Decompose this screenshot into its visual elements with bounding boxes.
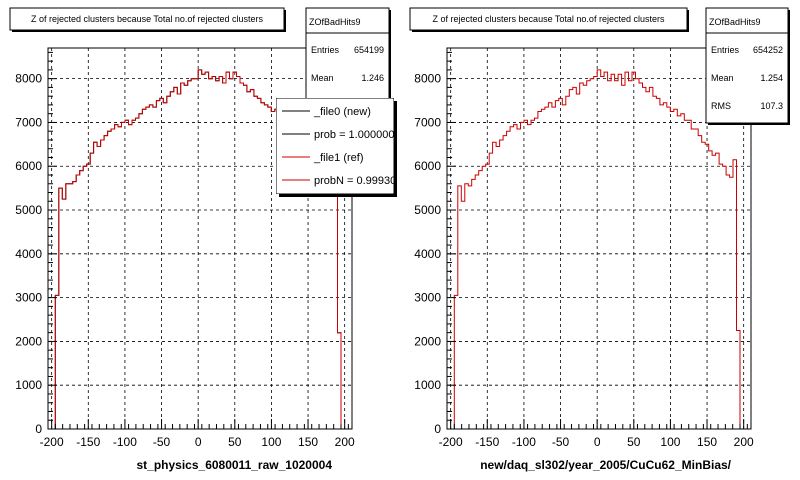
y-tick-label-0: 0 — [35, 422, 42, 436]
x-tick-label-1: -150 — [475, 435, 499, 449]
y-tick-label-7: 7000 — [15, 115, 42, 129]
x-axis-label: new/daq_sl302/year_2005/CuCu62_MinBias/ — [480, 458, 731, 472]
right-histogram-panel: -200 -150 -100 -50 0 50 100 150 2000100020003000… — [409, 7, 790, 472]
title-box — [9, 7, 285, 31]
y-tick-label-1: 1000 — [15, 378, 42, 392]
x-tick-label-7: 150 — [298, 435, 318, 449]
plot-frame — [446, 47, 752, 430]
y-tick-label-6: 6000 — [15, 159, 42, 173]
x-tick-label-6: 100 — [261, 435, 281, 449]
x-tick-label-4: 0 — [594, 435, 601, 449]
y-tick-label-4: 4000 — [414, 247, 441, 261]
legend-label-0: _file0 (new) — [313, 106, 371, 118]
legend-clip: _file0 (new) prob = 1.000000 _file1 (ref) p… — [276, 98, 402, 194]
y-tick-label-8: 8000 — [414, 72, 441, 86]
y-tick-label-6: 6000 — [414, 159, 441, 173]
stats-label-mean: Mean — [311, 73, 334, 83]
x-tick-label-5: 50 — [228, 435, 242, 449]
chart-title: Z of rejected clusters because Total no.… — [433, 14, 665, 24]
y-tick-label-5: 5000 — [15, 203, 42, 217]
stats-label-entries: Entries — [711, 45, 740, 55]
x-tick-label-3: -50 — [153, 435, 171, 449]
stats-value-mean: 1.254 — [760, 73, 783, 83]
y-tick-label-0: 0 — [434, 422, 441, 436]
x-tick-label-6: 100 — [660, 435, 680, 449]
stats-label-mean: Mean — [711, 73, 734, 83]
x-tick-label-2: -100 — [512, 435, 536, 449]
x-tick-label-1: -150 — [76, 435, 100, 449]
y-tick-label-5: 5000 — [414, 203, 441, 217]
stats-label-entries: Entries — [311, 45, 340, 55]
x-tick-label-8: 200 — [335, 435, 355, 449]
y-tick-label-2: 2000 — [414, 334, 441, 348]
legend-label-1: prob = 1.000000 — [314, 129, 394, 141]
stats-value-entries: 654252 — [753, 45, 783, 55]
x-tick-label-0: -200 — [439, 435, 463, 449]
stats-value-mean: 1.246 — [361, 73, 384, 83]
legend-label-2: _file1 (ref) — [313, 152, 364, 164]
y-tick-label-3: 3000 — [414, 291, 441, 305]
stats-name: ZOfBadHits9 — [709, 17, 761, 27]
x-axis-label: st_physics_6080011_raw_1020004 — [136, 458, 332, 472]
stats-value-rms: 107.3 — [760, 101, 783, 111]
legend-box — [276, 98, 394, 194]
title-box — [409, 7, 688, 31]
stats-value-entries: 654199 — [354, 45, 384, 55]
x-tick-label-3: -50 — [552, 435, 570, 449]
x-tick-label-5: 50 — [627, 435, 641, 449]
y-tick-label-7: 7000 — [414, 115, 441, 129]
y-tick-label-2: 2000 — [15, 334, 42, 348]
y-tick-label-8: 8000 — [15, 72, 42, 86]
x-tick-label-2: -100 — [113, 435, 137, 449]
x-tick-label-8: 200 — [734, 435, 754, 449]
x-tick-label-4: 0 — [195, 435, 202, 449]
legend-label-3: probN = 0.999300 — [314, 175, 402, 187]
chart-title: Z of rejected clusters because Total no.… — [31, 14, 263, 24]
x-tick-label-7: 150 — [697, 435, 717, 449]
histogram-series-0 — [453, 69, 741, 430]
y-tick-label-4: 4000 — [15, 247, 42, 261]
x-tick-label-0: -200 — [40, 435, 64, 449]
stats-label-rms: RMS — [711, 101, 731, 111]
y-tick-label-1: 1000 — [414, 378, 441, 392]
stats-name: ZOfBadHits9 — [309, 17, 361, 27]
stats-box — [705, 7, 789, 124]
left-histogram-panel: -200 -150 -100 -50 0 50 100 150 2000100020003000… — [9, 7, 402, 472]
y-tick-label-3: 3000 — [15, 291, 42, 305]
